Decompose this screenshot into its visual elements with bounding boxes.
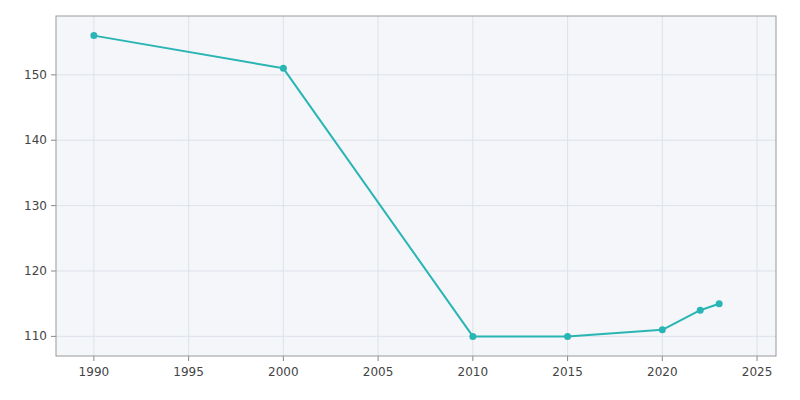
y-tick xyxy=(51,74,56,75)
data-point xyxy=(280,65,287,72)
x-grid-line xyxy=(472,16,473,356)
chart-svg: 1990 1995 2000 2005 2010 2015 2020 2025 110 120 13… xyxy=(0,0,800,400)
y-tick xyxy=(51,336,56,337)
y-tick xyxy=(51,205,56,206)
x-tick xyxy=(662,356,663,361)
data-point xyxy=(90,32,97,39)
grid xyxy=(56,16,776,356)
y-tick-label: 110 xyxy=(24,329,47,343)
x-grid-line xyxy=(662,16,663,356)
x-tick-label: 2025 xyxy=(742,365,773,379)
x-tick-label: 2005 xyxy=(363,365,394,379)
x-tick-label: 2000 xyxy=(268,365,299,379)
y-tick-label: 150 xyxy=(24,68,47,82)
y-grid-line xyxy=(56,74,776,75)
x-tick xyxy=(93,356,94,361)
x-tick xyxy=(378,356,379,361)
x-grid-line xyxy=(757,16,758,356)
x-tick-label: 2020 xyxy=(647,365,678,379)
x-tick-label: 1990 xyxy=(79,365,110,379)
x-grid-line xyxy=(93,16,94,356)
y-tick xyxy=(51,271,56,272)
data-point xyxy=(716,300,723,307)
x-tick xyxy=(472,356,473,361)
plot-background xyxy=(56,16,776,356)
y-tick-label: 120 xyxy=(24,264,47,278)
x-tick xyxy=(567,356,568,361)
x-tick-label: 1995 xyxy=(173,365,204,379)
y-tick-label: 130 xyxy=(24,199,47,213)
data-point xyxy=(564,333,571,340)
x-grid-line xyxy=(188,16,189,356)
y-tick-label: 140 xyxy=(24,133,47,147)
y-grid-line xyxy=(56,205,776,206)
y-grid-line xyxy=(56,271,776,272)
x-grid-line xyxy=(567,16,568,356)
x-tick xyxy=(283,356,284,361)
chart-container: 1990 1995 2000 2005 2010 2015 2020 2025 110 120 13… xyxy=(0,0,800,400)
x-tick xyxy=(188,356,189,361)
x-tick-label: 2010 xyxy=(458,365,489,379)
x-tick xyxy=(757,356,758,361)
data-point xyxy=(697,307,704,314)
data-point xyxy=(659,326,666,333)
y-grid-line xyxy=(56,336,776,337)
data-point xyxy=(469,333,476,340)
data-line xyxy=(94,36,719,337)
plot-frame xyxy=(56,16,776,356)
y-tick xyxy=(51,140,56,141)
y-grid-line xyxy=(56,140,776,141)
x-grid-line xyxy=(378,16,379,356)
x-tick-label: 2015 xyxy=(552,365,583,379)
data-layer xyxy=(90,32,722,340)
